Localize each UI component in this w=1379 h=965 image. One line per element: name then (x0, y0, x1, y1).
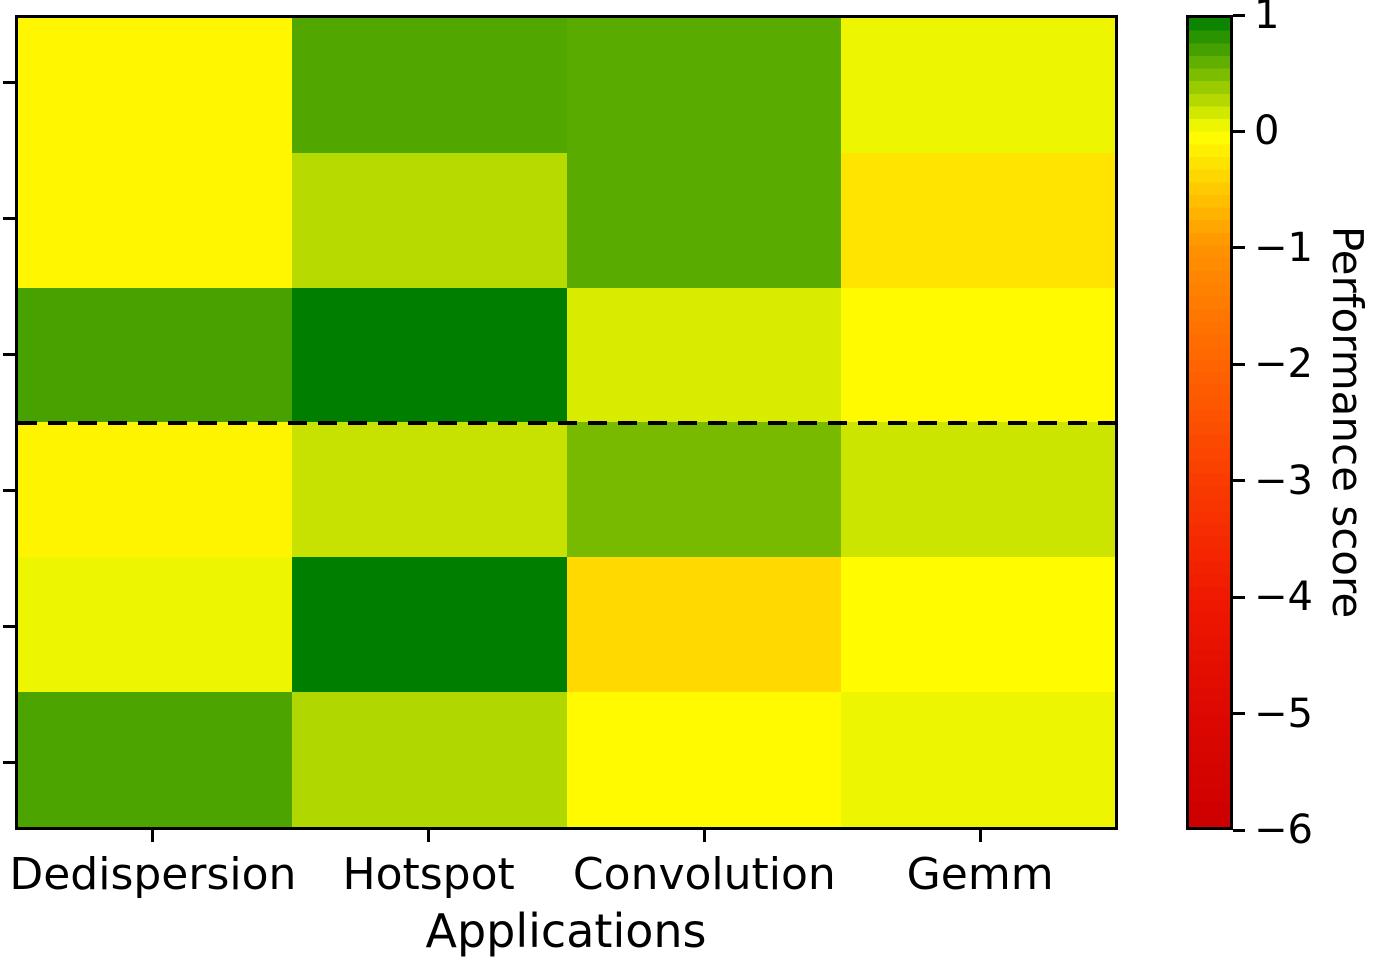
heatmap-cell-r5-c1 (18, 557, 293, 693)
x-tick-2 (427, 830, 431, 842)
heatmap-cell-r1-c1 (18, 18, 293, 153)
x-tick-label-gemm: Gemm (906, 849, 1054, 900)
colorbar-tick-−5 (1233, 712, 1245, 716)
heatmap-cell-r2-c2 (292, 152, 567, 288)
x-tick-1 (151, 830, 155, 842)
heatmap-cell-r6-c2 (292, 692, 567, 827)
colorbar-tick-1 (1233, 13, 1245, 17)
heatmap-cell-r5-c2 (292, 557, 567, 693)
heatmap-cell-r6-c3 (566, 692, 841, 827)
plot-area (15, 15, 1118, 830)
y-tick-2 (3, 217, 15, 221)
colorbar-tick-label-−6: −6 (1254, 807, 1313, 853)
heatmap-cell-r1-c4 (840, 18, 1115, 153)
x-tick-label-convolution: Convolution (572, 849, 836, 900)
colorbar-tick-0 (1233, 129, 1245, 133)
heatmap-cell-r5-c3 (566, 557, 841, 693)
heatmap-cell-r1-c3 (566, 18, 841, 153)
y-tick-5 (3, 624, 15, 628)
heatmap-cell-r3-c1 (18, 287, 293, 423)
heatmap-cell-r4-c4 (840, 422, 1115, 558)
y-tick-6 (3, 760, 15, 764)
x-tick-4 (978, 830, 982, 842)
heatmap-cell-r6-c4 (840, 692, 1115, 827)
x-axis-title: Applications (425, 904, 707, 958)
colorbar-tick-−2 (1233, 362, 1245, 366)
heatmap-cell-r3-c4 (840, 287, 1115, 423)
colorbar-tick-label-1: 1 (1254, 0, 1280, 38)
heatmap-cell-r4-c3 (566, 422, 841, 558)
heatmap-grid (18, 18, 1115, 827)
heatmap-cell-r2-c4 (840, 152, 1115, 288)
colorbar-tick-label-−4: −4 (1254, 574, 1313, 621)
heatmap-cell-r3-c2 (292, 287, 567, 423)
colorbar-tick-−3 (1233, 479, 1245, 483)
heatmap-cell-r3-c3 (566, 287, 841, 423)
y-tick-3 (3, 353, 15, 357)
colorbar-tick-−6 (1233, 828, 1245, 832)
heatmap-cell-r2-c1 (18, 152, 293, 288)
colorbar-tick-label-−3: −3 (1254, 457, 1313, 504)
colorbar-tick-label-0: 0 (1254, 108, 1280, 155)
colorbar (1186, 15, 1233, 830)
colorbar-tick-−4 (1233, 595, 1245, 599)
colorbar-tick-label-−1: −1 (1254, 224, 1313, 271)
colorbar-tick-label-−2: −2 (1254, 341, 1313, 388)
heatmap-cell-r6-c1 (18, 692, 293, 827)
heatmap-cell-r1-c2 (292, 18, 567, 153)
y-tick-1 (3, 81, 15, 85)
heatmap-cell-r2-c3 (566, 152, 841, 288)
x-tick-label-dedispersion: Dedispersion (9, 849, 297, 900)
colorbar-tick-−1 (1233, 246, 1245, 250)
heatmap-cell-r4-c2 (292, 422, 567, 558)
colorbar-tick-label-−5: −5 (1254, 690, 1313, 737)
x-tick-3 (702, 830, 706, 842)
heatmap-cell-r5-c4 (840, 557, 1115, 693)
y-tick-4 (3, 488, 15, 492)
heatmap-cell-r4-c1 (18, 422, 293, 558)
colorbar-title: Performance score (1323, 225, 1372, 619)
x-tick-label-hotspot: Hotspot (342, 849, 515, 900)
